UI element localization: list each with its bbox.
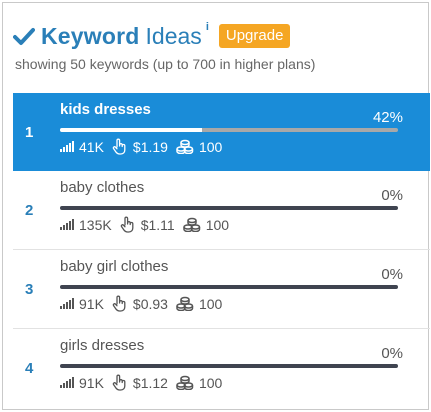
keyword-progress-bar: [60, 285, 398, 289]
keyword-stats: 91K $0.93 100: [60, 295, 230, 312]
coins-stack-icon: [182, 217, 201, 232]
keyword-percent: 0%: [381, 345, 403, 362]
keyword-rank: 4: [25, 360, 34, 377]
keywords-count-subtitle: showing 50 keywords (up to 700 in higher…: [15, 56, 316, 72]
competition-score: 100: [198, 295, 223, 312]
keyword-percent: 0%: [381, 266, 403, 283]
keyword-progress-bar: [60, 206, 398, 210]
signal-bars-icon: [60, 298, 74, 309]
keyword-list: 1 kids dresses 42% 41K $1.19: [13, 93, 430, 408]
hand-pointer-icon: [112, 138, 128, 155]
keyword-percent: 42%: [372, 109, 403, 126]
keyword-name[interactable]: girls dresses: [60, 337, 145, 354]
keyword-progress-bar: [60, 128, 398, 132]
keyword-percent: 0%: [381, 187, 403, 204]
competition-score: 100: [198, 374, 223, 391]
competition-score: 100: [198, 138, 223, 155]
keyword-stats: 91K $1.12 100: [60, 374, 230, 391]
keyword-name[interactable]: kids dresses: [60, 101, 151, 118]
search-volume: 41K: [79, 138, 104, 155]
search-volume: 91K: [79, 374, 104, 391]
keyword-row-4[interactable]: 4 girls dresses 0% 91K $1.12: [13, 329, 430, 408]
keyword-row-1[interactable]: 1 kids dresses 42% 41K $1.19: [13, 93, 430, 171]
keyword-row-3[interactable]: 3 baby girl clothes 0% 91K $: [13, 250, 430, 329]
keyword-stats: 41K $1.19 100: [60, 138, 230, 155]
hand-pointer-icon: [112, 374, 128, 391]
page-title-suffix: Ideas: [145, 22, 202, 49]
keyword-name[interactable]: baby girl clothes: [60, 258, 169, 275]
keyword-rank: 3: [25, 280, 34, 298]
keyword-rank: 1: [25, 123, 34, 141]
keyword-rank: 2: [25, 201, 34, 219]
coins-stack-icon: [176, 375, 194, 390]
keyword-progress-fill: [60, 128, 202, 132]
cost-per-click: $1.19: [132, 138, 168, 155]
search-volume: 91K: [79, 295, 104, 312]
keyword-row-2[interactable]: 2 baby clothes 0% 135K $1.11: [13, 171, 430, 250]
hand-pointer-icon: [112, 295, 128, 312]
check-icon: [13, 28, 35, 45]
signal-bars-icon: [60, 377, 74, 388]
coins-stack-icon: [176, 296, 194, 311]
page-title: Keyword: [41, 22, 140, 49]
cost-per-click: $1.11: [140, 216, 175, 233]
coins-stack-icon: [176, 139, 194, 154]
keyword-progress-bar: [60, 364, 398, 368]
keyword-name[interactable]: baby clothes: [60, 179, 145, 196]
keyword-stats: 135K $1.11 100: [60, 216, 237, 233]
cost-per-click: $1.12: [132, 374, 168, 391]
competition-score: 100: [205, 216, 230, 233]
signal-bars-icon: [60, 219, 74, 230]
upgrade-button[interactable]: Upgrade: [218, 24, 291, 48]
signal-bars-icon: [60, 141, 74, 152]
cost-per-click: $0.93: [132, 295, 168, 312]
search-volume: 135K: [79, 216, 112, 233]
hand-pointer-icon: [120, 216, 136, 233]
panel-header: Keyword Ideas i Upgrade: [13, 19, 291, 53]
info-icon[interactable]: i: [205, 21, 209, 33]
